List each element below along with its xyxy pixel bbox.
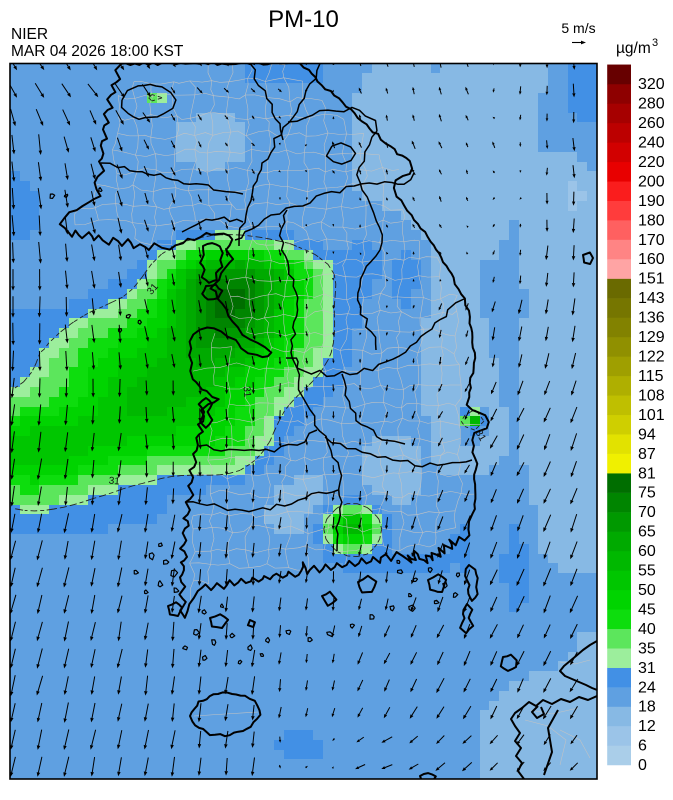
svg-text:65: 65	[638, 524, 656, 541]
svg-text:55: 55	[638, 563, 656, 580]
svg-text:50: 50	[638, 582, 656, 599]
svg-text:70: 70	[638, 504, 656, 521]
svg-text:40: 40	[638, 621, 656, 638]
svg-text:136: 136	[638, 310, 665, 327]
svg-text:122: 122	[638, 349, 665, 366]
svg-text:101: 101	[638, 407, 665, 424]
svg-text:0: 0	[638, 757, 647, 774]
svg-text:6: 6	[638, 738, 647, 755]
svg-text:31: 31	[638, 660, 656, 677]
svg-text:115: 115	[638, 368, 664, 385]
svg-text:31: 31	[241, 386, 253, 398]
svg-text:45: 45	[638, 601, 656, 618]
svg-text:18: 18	[638, 699, 656, 716]
svg-text:190: 190	[638, 193, 665, 210]
svg-text:87: 87	[638, 446, 656, 463]
svg-text:320: 320	[638, 76, 665, 93]
svg-text:170: 170	[638, 232, 665, 249]
svg-text:µg/m: µg/m	[616, 40, 651, 57]
svg-text:35: 35	[638, 640, 656, 657]
svg-text:200: 200	[638, 173, 665, 190]
svg-text:81: 81	[638, 465, 656, 482]
svg-text:260: 260	[638, 115, 665, 132]
svg-text:31: 31	[108, 476, 120, 488]
svg-text:240: 240	[638, 134, 665, 151]
svg-text:160: 160	[638, 251, 665, 268]
svg-text:NIER: NIER	[11, 26, 48, 43]
svg-text:31: 31	[473, 428, 488, 444]
svg-text:60: 60	[638, 543, 656, 560]
svg-text:75: 75	[638, 485, 656, 502]
svg-text:129: 129	[638, 329, 665, 346]
svg-text:180: 180	[638, 212, 665, 229]
svg-text:143: 143	[638, 290, 665, 307]
svg-text:3: 3	[652, 37, 658, 49]
svg-text:24: 24	[638, 679, 656, 696]
svg-text:151: 151	[638, 271, 665, 288]
svg-text:220: 220	[638, 154, 665, 171]
svg-text:MAR 04 2026 18:00 KST: MAR 04 2026 18:00 KST	[11, 43, 184, 60]
svg-text:108: 108	[638, 387, 665, 404]
svg-text:5 m/s: 5 m/s	[561, 20, 595, 36]
svg-text:280: 280	[638, 96, 665, 113]
svg-text:PM-10: PM-10	[268, 6, 339, 33]
svg-text:94: 94	[638, 426, 656, 443]
svg-text:12: 12	[638, 718, 656, 735]
